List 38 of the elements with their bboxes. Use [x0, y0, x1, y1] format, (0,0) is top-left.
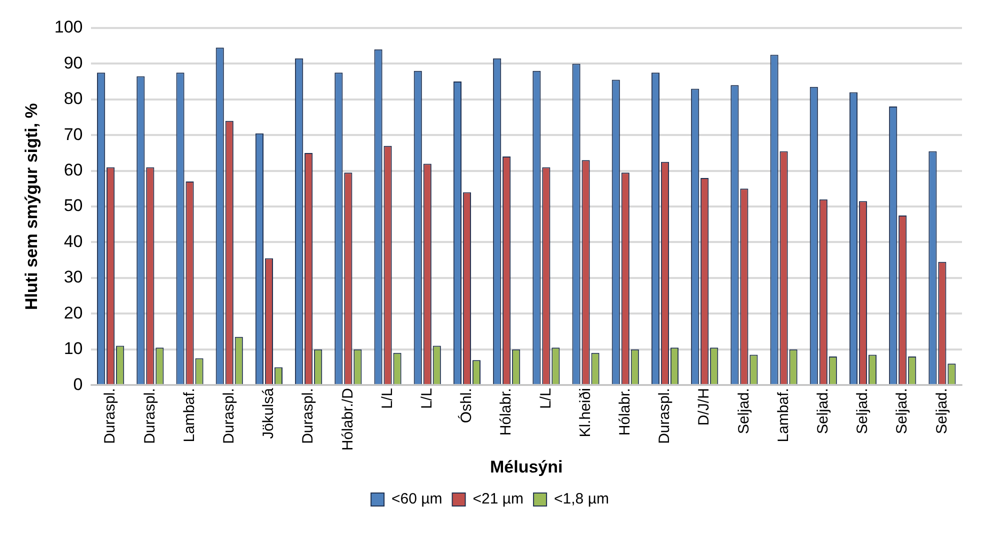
x-tick-label: Hólabr. [498, 388, 515, 436]
y-tick-label: 30 [64, 268, 83, 287]
x-tick-label: L/L [418, 388, 436, 409]
x-tick-label: Seljad. [894, 388, 911, 434]
x-tick-label: Seljad. [933, 388, 950, 434]
x-tick-label: Kl.heiði [576, 388, 594, 438]
x-axis-title: Mélusýni [490, 457, 563, 476]
x-tick-label: Duraspl. [102, 388, 119, 444]
x-tick-label: L/L [537, 388, 554, 409]
x-tick-label: Hólabr./D [339, 388, 356, 451]
legend-label: <60 µm [392, 490, 442, 508]
x-tick-label: Duraspl. [220, 388, 238, 444]
x-tick-label: Óshl. [457, 388, 476, 424]
y-tick-label: 100 [54, 18, 83, 37]
x-tick-label: Lambaf. [774, 388, 792, 442]
y-tick-label: 20 [64, 303, 83, 322]
y-tick-label: 0 [73, 374, 83, 394]
x-tick-label: Duraspl. [141, 388, 158, 444]
x-tick-label: Lambaf. [180, 388, 198, 442]
x-tick-label: Hólabr. [616, 388, 634, 436]
y-tick-label: 40 [64, 232, 83, 251]
x-tick-label: Jökulsá [260, 387, 278, 439]
legend-label: <1,8 µm [554, 490, 609, 508]
y-axis-title: Hluti sem smýgur sigti, % [22, 103, 41, 310]
x-tick-label: D/J/H [696, 388, 713, 426]
x-tick-label: L/L [378, 388, 396, 409]
x-tick-label: Seljad. [854, 388, 872, 434]
y-tick-label: 60 [64, 160, 83, 180]
y-tick-label: 90 [64, 53, 83, 72]
x-tick-label: Duraspl. [656, 388, 674, 444]
y-tick-label: 10 [64, 339, 83, 358]
legend-label: <21 µm [472, 490, 524, 508]
x-tick-label: Seljad. [735, 388, 752, 434]
x-tick-label: Duraspl. [300, 388, 317, 444]
y-tick-label: 80 [64, 89, 83, 108]
y-tick-label: 50 [64, 196, 83, 216]
x-tick-label: Seljad. [814, 388, 832, 434]
y-tick-label: 70 [64, 124, 83, 144]
